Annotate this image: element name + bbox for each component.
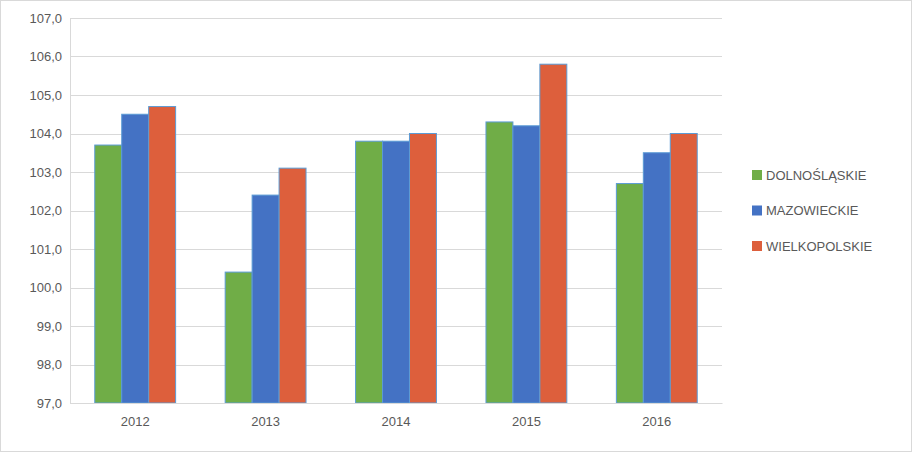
x-tick-label: 2015	[512, 414, 541, 429]
y-tick-label: 105,0	[29, 88, 62, 103]
y-tick: 99,0	[37, 319, 70, 334]
legend-item: DOLNOŚLĄSKIE	[752, 168, 867, 183]
y-tick: 100,0	[29, 280, 70, 295]
y-axis: 97,0 98,0 99,0 100,0 101,0 102,0 103,0 104,0 105…	[29, 11, 70, 411]
bar	[643, 153, 670, 403]
bars	[95, 64, 697, 403]
legend-label: MAZOWIECKIE	[766, 203, 859, 218]
bar	[95, 145, 122, 403]
x-tick: 2013	[251, 403, 280, 429]
plot: 97,0 98,0 99,0 100,0 101,0 102,0 103,0 104,0 105…	[29, 11, 722, 430]
bar	[149, 107, 176, 403]
y-tick: 103,0	[29, 165, 70, 180]
y-tick-label: 99,0	[37, 319, 62, 334]
x-tick-label: 2012	[121, 414, 150, 429]
bar	[409, 134, 436, 404]
x-tick-label: 2013	[251, 414, 280, 429]
bar	[279, 168, 306, 403]
y-tick-label: 101,0	[29, 242, 62, 257]
y-tick: 106,0	[29, 49, 70, 64]
legend-label: DOLNOŚLĄSKIE	[766, 168, 867, 183]
y-tick: 97,0	[37, 396, 70, 411]
legend-swatch	[752, 241, 762, 251]
y-tick-label: 98,0	[37, 357, 62, 372]
y-tick-label: 97,0	[37, 396, 62, 411]
y-tick: 98,0	[37, 357, 70, 372]
grid	[70, 19, 722, 404]
y-tick-label: 106,0	[29, 49, 62, 64]
grid-line	[70, 56, 722, 57]
bar	[225, 272, 252, 403]
y-tick: 104,0	[29, 126, 70, 141]
grid-line	[70, 95, 722, 96]
bar	[616, 184, 643, 403]
y-tick-label: 107,0	[29, 11, 62, 26]
chart-frame	[1, 1, 912, 452]
bar	[486, 122, 513, 403]
chart: 97,0 98,0 99,0 100,0 101,0 102,0 103,0 104,0 105…	[0, 0, 912, 452]
x-tick: 2014	[382, 403, 411, 429]
bar	[383, 141, 410, 403]
legend-swatch	[752, 206, 762, 216]
x-tick-label: 2016	[642, 414, 671, 429]
bar	[540, 64, 567, 403]
y-tick-label: 102,0	[29, 203, 62, 218]
x-tick: 2015	[512, 403, 541, 429]
legend-label: WIELKOPOLSKIE	[766, 239, 873, 254]
legend: DOLNOŚLĄSKIE MAZOWIECKIE WIELKOPOLSKIE	[752, 168, 873, 254]
y-tick: 107,0	[29, 11, 70, 26]
x-tick: 2012	[121, 403, 150, 429]
bar	[356, 141, 383, 403]
grid-line	[70, 403, 722, 404]
x-tick-label: 2014	[382, 414, 411, 429]
legend-swatch	[752, 170, 762, 180]
x-tick: 2016	[642, 403, 671, 429]
bar	[513, 126, 540, 403]
grid-line	[70, 18, 722, 19]
y-tick-label: 104,0	[29, 126, 62, 141]
y-tick: 102,0	[29, 203, 70, 218]
y-axis-line	[70, 19, 71, 404]
y-tick-label: 100,0	[29, 280, 62, 295]
y-tick-label: 103,0	[29, 165, 62, 180]
x-axis: 2012 2013 2014 2015 2016	[71, 403, 723, 429]
series	[122, 114, 671, 403]
bar	[252, 195, 279, 403]
bar	[670, 134, 697, 404]
x-axis-line	[71, 403, 723, 404]
y-tick: 101,0	[29, 242, 70, 257]
legend-item: MAZOWIECKIE	[752, 203, 859, 218]
legend-item: WIELKOPOLSKIE	[752, 239, 873, 254]
bar	[122, 114, 149, 403]
series	[149, 64, 698, 403]
y-tick: 105,0	[29, 88, 70, 103]
